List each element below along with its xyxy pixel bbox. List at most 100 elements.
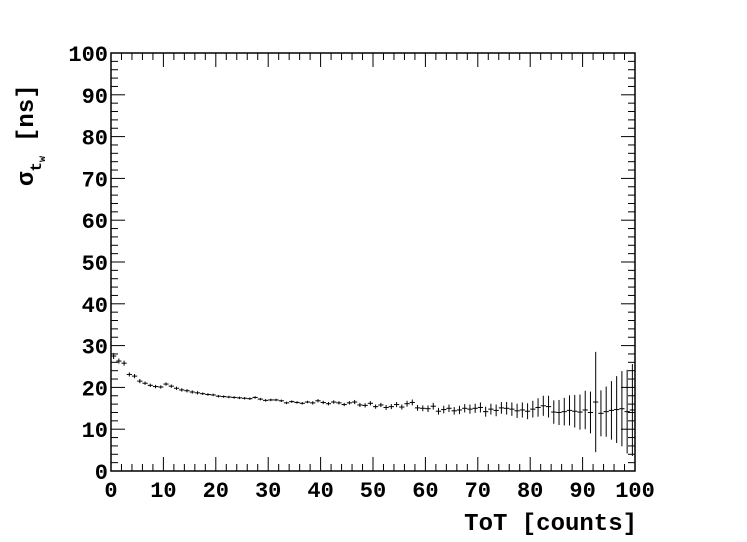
data-point [551, 400, 557, 424]
data-point [200, 392, 206, 395]
data-point [336, 401, 342, 405]
y-tick-label: 70 [82, 168, 108, 193]
y-tick-label: 60 [82, 210, 108, 235]
data-point [582, 390, 588, 430]
data-point [530, 400, 536, 418]
data-point [462, 404, 468, 413]
y-tick-label: 90 [82, 85, 108, 110]
data-point [404, 400, 410, 407]
data-point [614, 376, 620, 443]
y-tick-label: 40 [82, 294, 108, 319]
data-point [278, 399, 284, 403]
data-point [603, 386, 609, 437]
data-point [231, 396, 237, 399]
data-point [242, 397, 248, 400]
y-tick-label: 20 [82, 377, 108, 402]
data-point [393, 402, 400, 408]
data-point [247, 397, 253, 400]
data-point [593, 351, 599, 453]
data-point [268, 398, 274, 402]
x-tick-label: 100 [615, 479, 655, 504]
data-point [483, 406, 489, 417]
data-point [310, 401, 316, 405]
y-tick-labels: 0 10 20 30 40 50 60 70 80 90 100 [68, 43, 108, 486]
x-tick-label: 40 [307, 479, 333, 504]
data-point [435, 407, 442, 415]
data-point [378, 402, 384, 408]
y-tick-label: 80 [82, 127, 108, 152]
data-point [315, 399, 321, 403]
data-point [367, 401, 373, 406]
data-point [556, 399, 562, 426]
data-point [352, 399, 358, 405]
data-point [624, 369, 630, 454]
data-point [383, 404, 389, 410]
data-point [121, 360, 127, 366]
data-point [572, 394, 578, 428]
plot-border [110, 52, 636, 472]
data-point [399, 404, 405, 410]
data-point [373, 404, 379, 409]
data-point [142, 381, 148, 385]
x-tick-label: 90 [569, 479, 595, 504]
data-point [561, 397, 567, 426]
data-point [304, 400, 311, 404]
data-point [577, 394, 583, 430]
y-axis-unit: [ns] [14, 84, 41, 142]
y-tick-label: 50 [82, 252, 108, 277]
data-point [493, 404, 499, 417]
data-point [210, 393, 216, 397]
x-tick-label: 50 [360, 479, 386, 504]
data-point [388, 404, 394, 410]
data-point [294, 401, 300, 404]
data-point [163, 382, 169, 386]
data-point [357, 402, 363, 408]
axis-ticks [110, 52, 636, 472]
data-point [126, 372, 132, 377]
data-point [540, 395, 546, 416]
y-tick-label: 0 [95, 461, 108, 486]
data-point [257, 397, 263, 401]
data-point [158, 385, 164, 389]
y-axis-subsubscript: w [38, 156, 49, 162]
data-point [189, 390, 195, 394]
data-point [535, 398, 541, 417]
data-point [116, 358, 122, 364]
y-tick-label: 10 [82, 419, 108, 444]
data-point [430, 402, 436, 410]
y-axis-symbol: σ [14, 171, 41, 186]
data-point [168, 384, 174, 388]
x-tick-label: 0 [104, 479, 117, 504]
x-tick-label: 60 [412, 479, 438, 504]
data-point [289, 400, 295, 403]
y-axis-title: σtw [ns] [14, 84, 49, 186]
data-points [111, 351, 635, 456]
data-point [509, 402, 515, 416]
data-point [519, 402, 525, 418]
data-point [488, 403, 494, 415]
data-point [598, 390, 604, 437]
data-point [341, 402, 347, 407]
data-point [451, 407, 457, 415]
data-point [587, 391, 594, 434]
data-point [325, 402, 332, 406]
plot-frame [110, 52, 636, 472]
data-point [514, 403, 520, 418]
x-tick-label: 20 [203, 479, 229, 504]
data-point [137, 379, 143, 384]
x-tick-label: 10 [150, 479, 176, 504]
data-point [524, 403, 531, 420]
data-point [414, 404, 421, 411]
x-tick-label: 70 [465, 479, 491, 504]
data-point [320, 400, 326, 405]
data-point [477, 402, 484, 413]
data-point [131, 374, 138, 379]
data-point [441, 405, 447, 414]
data-point [409, 399, 415, 406]
data-point [205, 393, 211, 396]
data-point [273, 398, 279, 402]
data-point [362, 403, 368, 408]
data-point [629, 363, 635, 456]
data-point [221, 395, 227, 398]
